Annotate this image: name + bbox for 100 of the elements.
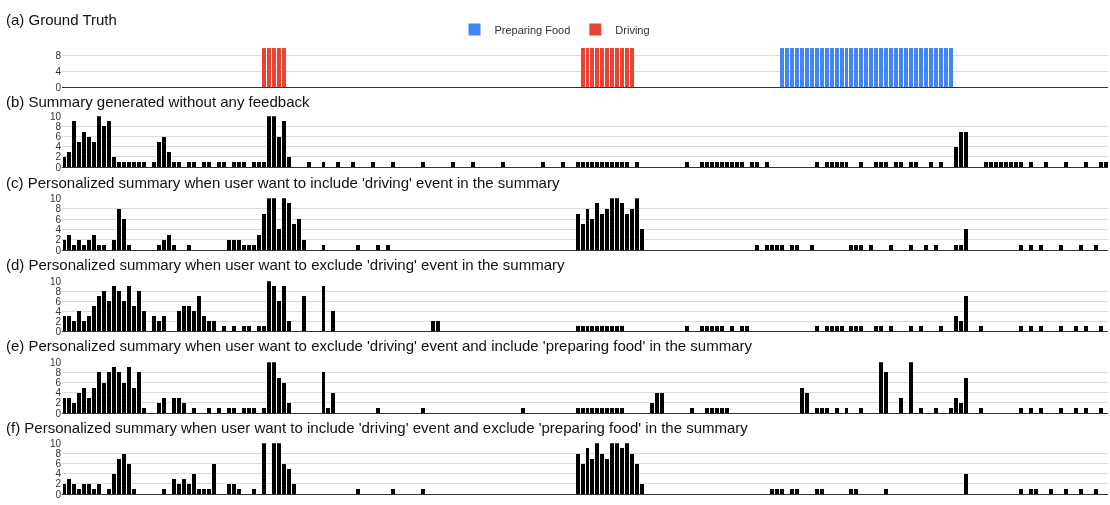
bar (934, 244, 939, 251)
bar (899, 397, 904, 414)
bar (67, 234, 72, 251)
bar (1038, 326, 1043, 332)
y-tick-label: 10 (49, 110, 62, 122)
bar (187, 162, 192, 168)
bar (1033, 489, 1038, 495)
bar (1028, 162, 1033, 168)
bar (67, 478, 72, 495)
bar (1058, 244, 1063, 251)
bar (356, 489, 361, 495)
y-tick-label: 8 (55, 448, 62, 459)
bar (421, 489, 426, 495)
bar (1103, 162, 1108, 168)
bar (1078, 244, 1083, 251)
bar (1018, 162, 1023, 168)
bar (211, 463, 216, 495)
bar (500, 162, 505, 168)
y-tick-label: 4 (55, 141, 62, 153)
bar (978, 408, 983, 414)
bar (192, 408, 196, 414)
bar (839, 162, 844, 168)
y-tick-label: 10 (49, 356, 62, 368)
chart-title: (b) Summary generated without any feedback (6, 93, 310, 110)
bar (560, 162, 565, 168)
bar (1093, 244, 1098, 251)
bar (172, 478, 177, 495)
bar (261, 443, 266, 495)
bar (909, 244, 914, 251)
bar (371, 162, 376, 168)
bar (859, 162, 864, 168)
y-tick-label: 2 (55, 478, 62, 490)
bar (1073, 408, 1078, 414)
bar (391, 489, 396, 495)
y-tick-label: 4 (55, 468, 62, 480)
y-tick-label: 10 (49, 192, 62, 204)
bar (221, 162, 226, 168)
y-tick-label: 2 (55, 234, 62, 246)
bar (336, 162, 341, 168)
bar (1078, 489, 1083, 495)
bar (889, 244, 894, 251)
bar (884, 489, 889, 495)
bar (590, 162, 595, 168)
bar (978, 326, 983, 332)
bar (451, 162, 455, 168)
bar (172, 397, 177, 414)
y-tick-label: 4 (55, 387, 62, 399)
legend-label: Preparing Food (494, 23, 571, 36)
chart-title: (c) Personalized summary when user want to include 'driving' event in the summary (6, 174, 560, 191)
chart-title: (a) Ground Truth (6, 11, 117, 28)
bar (1083, 162, 1088, 168)
bar (764, 162, 769, 168)
bar (1063, 489, 1068, 495)
bar (251, 408, 256, 414)
bar (162, 489, 167, 495)
bar (869, 244, 874, 251)
y-tick-label: 4 (55, 65, 62, 77)
chart-title: (d) Personalized summary when user want to exclude 'driving' event in the summary (6, 256, 565, 273)
bar (779, 489, 784, 495)
y-tick-label: 8 (55, 366, 62, 378)
bar (1028, 408, 1033, 414)
y-tick-label: 0 (55, 407, 62, 419)
y-tick-label: 8 (55, 285, 62, 297)
bar (376, 408, 381, 414)
bar (919, 408, 924, 414)
y-tick-label: 2 (55, 397, 62, 409)
bar (520, 408, 525, 414)
bar (301, 296, 306, 332)
bar (590, 326, 595, 332)
bar (1018, 489, 1023, 495)
bar (391, 162, 396, 168)
y-tick-label: 6 (55, 213, 62, 225)
bar (1058, 326, 1063, 332)
bar (909, 362, 914, 414)
bar (635, 162, 640, 168)
bar (814, 326, 819, 332)
bar (1018, 244, 1023, 251)
y-tick-label: 8 (55, 203, 62, 215)
bar (754, 244, 759, 251)
chart-title: (f) Personalized summary when user want to include 'driving' event and exclude 'preparing food' in the summary (6, 419, 749, 436)
bar (804, 392, 809, 414)
bar (849, 326, 854, 332)
bar (251, 489, 256, 495)
bar (909, 162, 914, 168)
y-tick-label: 2 (55, 315, 62, 327)
y-tick-label: 0 (55, 161, 62, 173)
bar (331, 311, 336, 332)
bar (894, 162, 899, 168)
bar (739, 162, 744, 168)
bar (1098, 408, 1103, 414)
bar (157, 402, 162, 414)
y-tick-label: 6 (55, 295, 62, 307)
bar (744, 326, 749, 332)
y-tick-label: 10 (49, 275, 62, 287)
bar (809, 244, 814, 251)
bar (231, 408, 236, 414)
bar (580, 162, 585, 168)
bar (306, 162, 311, 168)
bar (874, 162, 879, 168)
bar (909, 326, 914, 332)
